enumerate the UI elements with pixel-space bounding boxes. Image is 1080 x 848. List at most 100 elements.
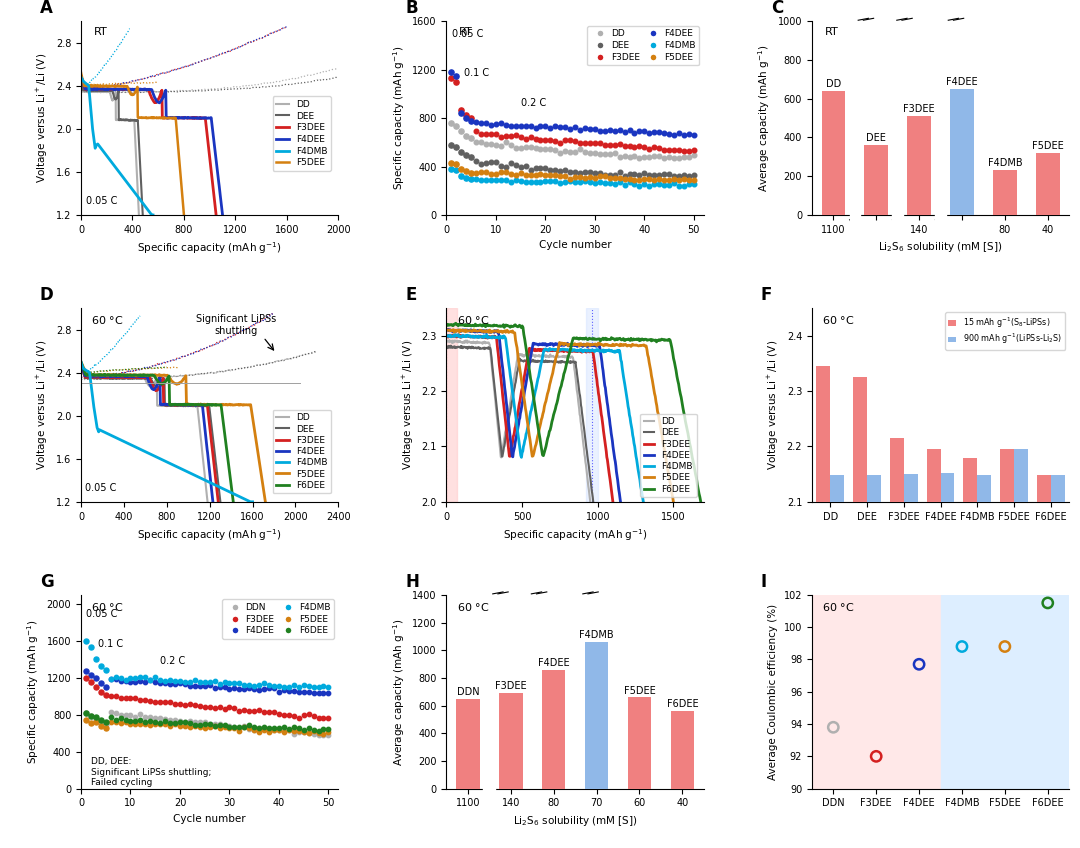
Text: 0.05 C: 0.05 C [86,196,118,206]
Bar [671,711,694,789]
Point [107,706,124,720]
Point [621,151,638,165]
Point [636,166,653,180]
Bar [904,474,918,848]
Point [675,150,692,164]
Point [996,639,1013,653]
Point [117,691,134,705]
Point [197,700,214,713]
Point [517,132,535,146]
Y-axis label: Voltage versus Li$^+$/Li (V): Voltage versus Li$^+$/Li (V) [766,340,781,470]
Point [552,176,569,190]
Text: 60 $\degree$C: 60 $\degree$C [822,314,854,326]
Point [181,720,199,734]
Point [310,724,327,738]
Point [531,120,549,133]
Point [472,116,489,130]
Point [497,165,514,179]
Point [97,689,114,702]
Point [458,129,475,142]
Point [443,116,460,130]
Point [220,719,238,733]
Point [191,679,208,693]
Point [260,681,278,695]
Point [245,720,262,734]
Point [640,168,658,181]
Point [285,684,302,698]
Point [147,717,164,731]
Point [300,680,318,694]
Point [266,706,283,719]
Text: 0.2 C: 0.2 C [521,98,545,108]
Point [241,678,258,692]
Point [531,167,549,181]
Point [78,671,95,684]
Point [291,685,308,699]
Point [78,706,95,720]
Point [665,176,683,190]
Point [186,679,203,693]
Point [552,136,569,149]
Point [671,143,688,157]
Point [82,717,99,730]
Point [186,720,203,734]
Point [562,133,579,147]
Point [556,164,573,177]
Point [512,142,529,155]
Point [671,151,688,165]
Point [126,691,144,705]
Point [97,721,114,734]
Point [92,659,109,672]
Point [636,150,653,164]
Point [285,678,302,692]
Point [472,157,489,170]
Point [112,711,130,725]
Point [216,720,233,734]
Point [571,142,589,156]
Point [448,140,465,153]
Point [625,140,643,153]
Point [636,177,653,191]
Point [468,166,485,180]
Point [656,126,673,140]
Point [542,133,559,147]
Point [631,151,648,165]
Point [680,127,698,141]
Point [577,121,594,135]
Point [251,678,268,692]
Point [157,712,174,726]
Point [166,678,184,691]
Point [320,686,337,700]
Point [137,717,154,731]
Point [241,718,258,732]
Bar [1014,449,1028,848]
Point [97,717,114,731]
Point [82,709,99,722]
Point [132,713,149,727]
Point [527,141,544,154]
Point [117,708,134,722]
Text: 0.05 C: 0.05 C [86,609,118,619]
Point [492,174,510,187]
Point [82,640,99,654]
Point [458,112,475,126]
Point [517,169,535,182]
Text: RT: RT [825,27,838,37]
Point [468,125,485,138]
Point [562,165,579,179]
Text: 0.1 C: 0.1 C [463,68,489,78]
Point [107,713,124,727]
Point [527,132,544,146]
Point [305,722,322,736]
Point [151,673,168,687]
Point [665,172,683,186]
Point [181,678,199,692]
Point [497,159,514,173]
Text: 0.2 C: 0.2 C [160,656,186,666]
Bar [585,308,598,502]
Text: 60 $\degree$C: 60 $\degree$C [457,314,489,326]
Point [665,151,683,165]
Point [211,680,228,694]
Point [141,718,159,732]
Point [472,165,489,179]
